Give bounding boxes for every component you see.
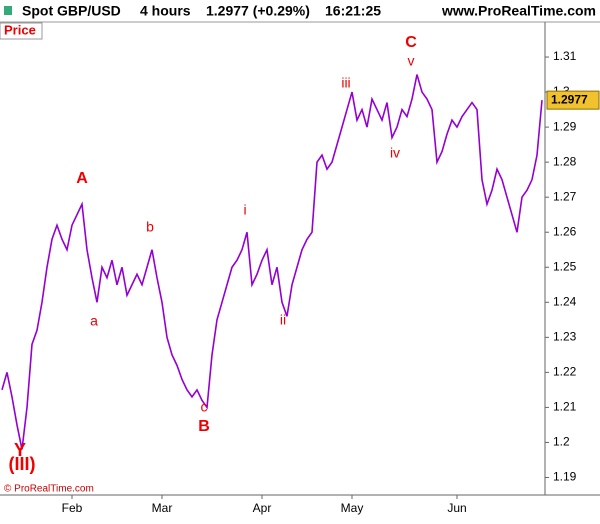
wave-label: B	[198, 418, 210, 435]
wave-label: v	[408, 53, 415, 69]
panel-label: Price	[4, 22, 36, 37]
time: 16:21:25	[325, 3, 381, 19]
wave-label: C	[405, 34, 417, 51]
wave-label: iii	[341, 75, 350, 91]
x-tick-label: Apr	[253, 501, 272, 515]
wave-label: iv	[390, 145, 400, 161]
copyright: © ProRealTime.com	[4, 484, 94, 495]
icon	[4, 6, 12, 15]
y-tick-label: 1.19	[553, 470, 577, 484]
y-tick-label: 1.21	[553, 400, 577, 414]
price-line	[1, 74, 543, 450]
y-tick-label: 1.27	[553, 189, 577, 203]
panel-box	[0, 22, 43, 40]
x-tick-label: Jun	[447, 501, 466, 515]
wave-label: A	[76, 170, 88, 187]
y-tick-label: 1.31	[553, 49, 577, 63]
x-tick-label: Mar	[152, 501, 173, 515]
y-tick-label: 1.23	[553, 330, 577, 344]
y-tick-label: 1.2	[553, 435, 570, 449]
quote: 1.2977 (+0.29%)	[206, 3, 310, 19]
symbol: Spot GBP/USD	[22, 3, 121, 19]
wave-label: Y	[14, 440, 26, 460]
site: www.ProRealTime.com	[441, 3, 596, 19]
wave-label: i	[243, 202, 246, 218]
y-tick-label: 1.28	[553, 154, 577, 168]
wave-label: (III)	[9, 454, 36, 474]
y-tick-label: 1.25	[553, 259, 577, 273]
y-tick-label: 1.24	[553, 294, 577, 308]
period: 4 hours	[140, 3, 191, 19]
wave-label: b	[146, 219, 154, 235]
x-tick-label: May	[341, 501, 364, 515]
last-price-label: 1.2977	[551, 92, 588, 106]
y-tick-label: 1.29	[553, 119, 577, 133]
wave-label: a	[90, 313, 98, 329]
y-tick-label: 1.26	[553, 224, 577, 238]
last-price-tag	[546, 90, 600, 110]
y-tick-label: 1.22	[553, 365, 577, 379]
wave-label: ii	[280, 312, 286, 328]
wave-label: c	[201, 399, 208, 415]
x-tick-label: Feb	[62, 501, 83, 515]
